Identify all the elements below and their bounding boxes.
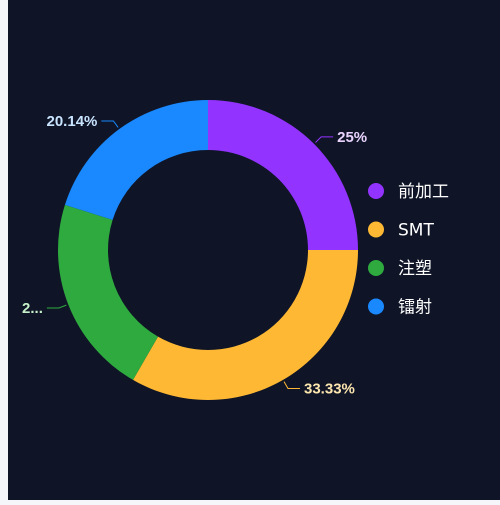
leader-line-1 xyxy=(315,136,334,143)
donut-slices xyxy=(57,100,358,401)
donut-slice-4[interactable] xyxy=(64,100,209,220)
legend-marker-1[interactable] xyxy=(368,183,384,199)
legend-marker-4[interactable] xyxy=(368,298,384,315)
percent-label-2: 33.33% xyxy=(304,381,355,398)
percent-label-3: 2... xyxy=(22,300,43,317)
legend-marker-3[interactable] xyxy=(368,260,384,276)
leader-line-3 xyxy=(46,304,67,309)
donut-slice-2[interactable] xyxy=(133,250,358,401)
legend-marker-2[interactable] xyxy=(368,221,384,238)
leader-line-2 xyxy=(283,381,301,390)
legend-label-1[interactable]: 前加工 xyxy=(398,182,449,202)
donut-slice-1[interactable] xyxy=(208,100,358,250)
legend-label-4[interactable]: 镭射 xyxy=(398,298,432,318)
percent-label-4: 20.14% xyxy=(47,113,98,130)
label-leader-lines xyxy=(46,120,334,390)
donut-slice-3[interactable] xyxy=(57,204,159,380)
percent-label-1: 25% xyxy=(337,129,367,146)
percent-labels: 25% 33.33% 2... 20.14% xyxy=(22,113,367,398)
legend-label-2[interactable]: SMT xyxy=(398,221,434,241)
chart-canvas: 25% 33.33% 2... 20.14% 前加工 SMT 注塑镭射 xyxy=(8,0,500,500)
legend-label-3[interactable]: 注塑 xyxy=(398,259,432,279)
leader-line-4 xyxy=(101,120,119,128)
